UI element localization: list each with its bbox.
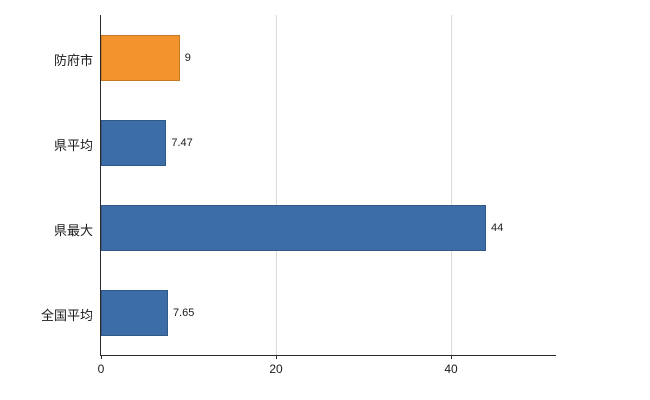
x-tick-label: 20 bbox=[269, 362, 283, 376]
value-label: 7.47 bbox=[171, 136, 193, 149]
x-tick-mark bbox=[276, 355, 277, 359]
bar-1 bbox=[101, 119, 167, 166]
gridline-x-20 bbox=[276, 15, 277, 355]
bar-2 bbox=[101, 204, 486, 251]
plot-area: 防府市 9 県平均 7.47 県最大 44 全国平均 7.65 0 20 40 bbox=[41, 15, 556, 376]
value-label: 7.65 bbox=[172, 306, 195, 319]
x-tick-mark bbox=[101, 355, 102, 359]
chart-row: 防府市 9 bbox=[54, 15, 556, 100]
chart-row: 県最大 44 bbox=[54, 185, 556, 270]
bar-0 bbox=[101, 34, 180, 81]
category-label: 全国平均 bbox=[40, 308, 93, 323]
chart-row: 県平均 7.47 bbox=[54, 100, 556, 185]
value-label: 44 bbox=[491, 221, 504, 234]
x-tick-label: 0 bbox=[97, 362, 105, 376]
gridline-x-40 bbox=[451, 15, 452, 355]
category-label: 防府市 bbox=[53, 53, 93, 68]
value-label: 9 bbox=[184, 51, 191, 64]
x-tick-label: 40 bbox=[444, 362, 458, 376]
x-tick-mark bbox=[451, 355, 452, 359]
category-label: 県平均 bbox=[53, 138, 93, 153]
bar-3 bbox=[101, 289, 168, 336]
chart-row: 全国平均 7.65 bbox=[41, 270, 556, 355]
category-label: 県最大 bbox=[53, 223, 93, 238]
